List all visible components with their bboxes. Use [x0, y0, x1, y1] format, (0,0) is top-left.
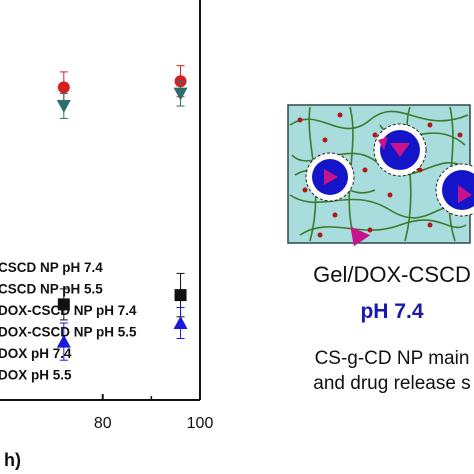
x-tick-label-1: 100 — [187, 415, 214, 432]
data-point-s5-p1 — [173, 316, 188, 329]
schematic-ph-label: pH 7.4 — [360, 300, 424, 323]
data-point-s0-p0 — [57, 81, 70, 94]
schematic-title: Gel/DOX-CSCD — [313, 262, 471, 287]
data-point-s5-p0 — [56, 334, 71, 348]
legend-entry-5: DOX pH 5.5 — [0, 368, 72, 383]
data-point-s4-p0 — [57, 298, 70, 311]
legend-entry-4: DOX pH 7.4 — [0, 346, 72, 361]
data-point-s1-p1 — [173, 87, 188, 101]
legend-entry-2: DOX-CSCD NP pH 7.4 — [0, 303, 137, 318]
schematic-description-line-1: CS-g-CD NP main — [314, 348, 470, 369]
schematic-description-line-2: and drug release s — [313, 373, 471, 394]
data-point-s4-p1 — [174, 289, 187, 302]
legend-entry-3: DOX-CSCD NP pH 5.5 — [0, 325, 137, 340]
x-axis-label: h) — [4, 450, 21, 470]
x-tick-label-0: 80 — [94, 415, 112, 432]
data-point-s1-p0 — [56, 100, 71, 113]
legend-entry-0: CSCD NP pH 7.4 — [0, 260, 103, 275]
legend-entry-1: CSCD NP pH 5.5 — [0, 282, 103, 297]
hydrogel-schematic-illustration — [287, 104, 474, 247]
